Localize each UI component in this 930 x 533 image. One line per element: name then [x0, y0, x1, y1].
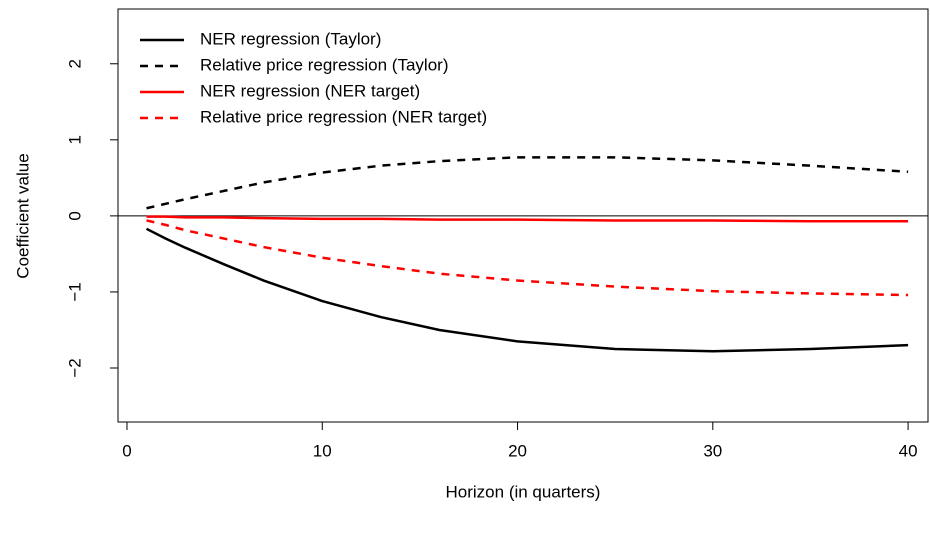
x-tick-label: 0	[122, 441, 131, 460]
legend-label: Relative price regression (NER target)	[200, 107, 487, 126]
x-tick-label: 20	[508, 441, 527, 460]
y-tick-label: 1	[65, 135, 84, 144]
x-axis-label: Horizon (in quarters)	[446, 482, 601, 501]
series-line	[146, 215, 909, 223]
series-line	[145, 227, 909, 353]
series-line	[146, 219, 909, 297]
y-tick-label: 0	[65, 211, 84, 220]
legend-label: NER regression (Taylor)	[200, 29, 381, 48]
x-tick-label: 30	[703, 441, 722, 460]
y-axis-label: Coefficient value	[13, 153, 32, 278]
legend-label: NER regression (NER target)	[200, 81, 420, 100]
x-tick-label: 10	[313, 441, 332, 460]
x-tick-label: 40	[899, 441, 918, 460]
y-tick-label: −2	[65, 358, 84, 377]
y-tick-label: −1	[65, 282, 84, 301]
legend-label: Relative price regression (Taylor)	[200, 55, 448, 74]
y-tick-label: 2	[65, 59, 84, 68]
series-line	[146, 156, 909, 210]
